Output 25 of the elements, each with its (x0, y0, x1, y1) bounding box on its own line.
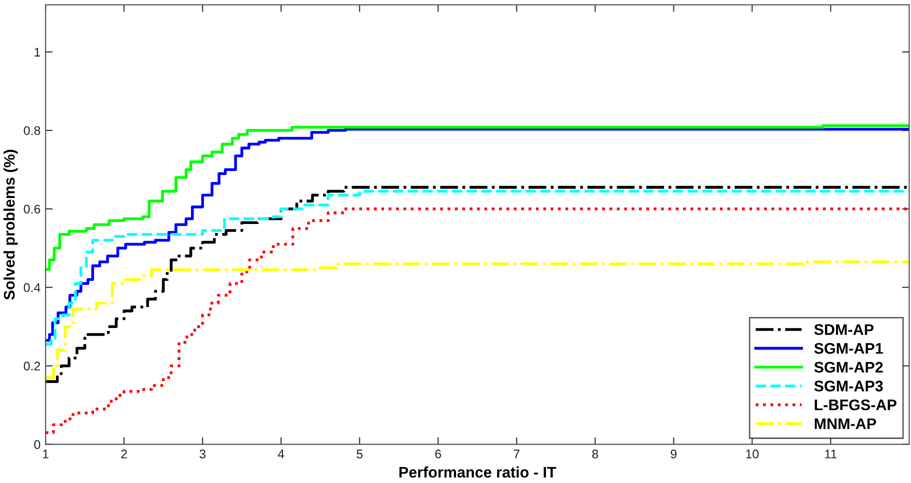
y-axis-title: Solved problems (%) (4, 150, 18, 300)
legend-label: L-BFGS-AP (814, 399, 896, 410)
x-tick-label: 9 (670, 450, 677, 458)
x-tick-label: 8 (592, 450, 598, 458)
legend-label: SGM-AP1 (814, 343, 883, 354)
y-tick-label: 1 (34, 48, 40, 56)
x-tick-label: 11 (825, 450, 837, 458)
x-tick-label: 7 (514, 450, 520, 458)
legend-label: SGM-AP3 (814, 380, 883, 392)
x-tick-label: 2 (121, 450, 127, 458)
x-tick-label: 4 (278, 450, 284, 458)
x-tick-label: 10 (746, 450, 759, 458)
x-tick-label: 3 (200, 450, 206, 458)
x-axis-title: Performance ratio - IT (399, 466, 556, 478)
y-tick-label: 0.4 (24, 283, 40, 292)
y-tick-label: 0 (34, 440, 40, 450)
legend-label: SGM-AP2 (814, 362, 883, 373)
x-tick-label: 5 (356, 450, 363, 458)
x-tick-label: 1 (43, 450, 48, 458)
legend-label: SDM-AP (814, 324, 874, 335)
x-tick-label: 6 (435, 450, 442, 458)
y-tick-label: 0.8 (24, 126, 40, 136)
y-tick-label: 0.6 (24, 204, 40, 214)
legend-label: MNM-AP (814, 418, 876, 429)
y-tick-label: 0.2 (24, 362, 40, 371)
